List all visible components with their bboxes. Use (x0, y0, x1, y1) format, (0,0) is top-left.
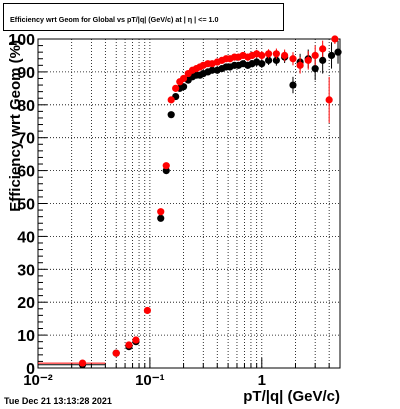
data-point (179, 83, 188, 91)
y-tick-label: 30 (17, 262, 35, 279)
chart-title: Efficiency wrt Geom for Global vs pT/|q|… (10, 15, 219, 24)
data-point (325, 76, 333, 123)
point-marker (325, 96, 333, 104)
data-point (125, 341, 133, 349)
data-point (143, 306, 152, 315)
point-marker (319, 56, 327, 64)
y-tick-label: 70 (17, 131, 35, 148)
x-axis-label: pT/|q| (GeV/c) (243, 388, 340, 405)
data-point (162, 162, 170, 170)
data-point (208, 66, 216, 74)
y-tick-label: 40 (17, 229, 35, 246)
data-point (112, 349, 120, 357)
data-point (289, 76, 297, 94)
point-marker (143, 306, 152, 315)
point-marker (272, 56, 280, 64)
point-marker (289, 55, 297, 63)
data-point (179, 74, 188, 83)
point-marker (179, 74, 188, 83)
y-tick-label: 90 (17, 65, 35, 82)
data-point (132, 336, 140, 344)
point-marker (264, 50, 273, 58)
point-marker (334, 48, 342, 56)
y-tick-label: 0 (26, 361, 35, 378)
title-box: Efficiency wrt Geom for Global vs pT/|q|… (3, 3, 284, 31)
point-marker (208, 66, 216, 74)
grid-lines (37, 39, 341, 368)
x-tick-label: 10⁻¹ (135, 372, 165, 389)
point-marker (167, 111, 175, 119)
point-marker (167, 96, 175, 104)
y-tick-label: 10 (17, 328, 35, 345)
data-point (264, 49, 273, 59)
data-marks (38, 35, 342, 369)
point-marker (179, 83, 188, 91)
data-point (258, 51, 266, 60)
data-point (38, 359, 106, 367)
point-marker (162, 167, 170, 175)
y-tick-label: 50 (17, 197, 35, 214)
timestamp-footer: Tue Dec 21 13:13:28 2021 (4, 396, 112, 406)
point-marker (319, 45, 327, 53)
point-marker (327, 51, 336, 60)
data-point (167, 111, 175, 119)
y-tick-label: 80 (17, 98, 35, 115)
data-point (281, 49, 289, 62)
x-tick-label: 10⁻² (23, 372, 53, 389)
point-marker (172, 84, 180, 92)
data-point (319, 40, 327, 58)
point-marker (296, 61, 304, 69)
data-point (327, 42, 336, 69)
y-tick-label: 20 (17, 295, 35, 312)
point-marker (331, 35, 339, 43)
point-marker (272, 50, 280, 58)
axis-ticks (37, 38, 341, 369)
point-marker (258, 60, 266, 68)
y-axis-label: Efficiency wrt Geom (%) (7, 40, 24, 212)
point-marker (157, 214, 165, 222)
point-marker (258, 51, 266, 60)
point-marker (157, 208, 165, 216)
point-marker (311, 51, 319, 60)
y-tick-label: 100 (8, 32, 35, 49)
data-point (334, 40, 342, 64)
y-tick-label: 60 (17, 164, 35, 181)
data-point (289, 52, 297, 66)
data-point (157, 208, 165, 216)
data-point (304, 51, 312, 70)
data-point (296, 57, 304, 74)
data-point (272, 48, 280, 60)
point-marker (132, 336, 140, 344)
point-marker (78, 359, 87, 367)
data-point (258, 59, 266, 68)
point-marker (281, 51, 289, 60)
data-point (311, 45, 319, 66)
point-marker (304, 56, 312, 64)
data-point (331, 35, 339, 44)
x-tick-label: 1 (258, 372, 266, 389)
point-marker (289, 81, 297, 89)
data-point (167, 96, 175, 104)
data-point (172, 84, 180, 92)
point-marker (162, 162, 170, 170)
point-marker (264, 56, 273, 64)
data-point (157, 214, 165, 222)
point-marker (112, 349, 120, 357)
point-marker (125, 341, 133, 349)
point-marker (311, 65, 319, 73)
